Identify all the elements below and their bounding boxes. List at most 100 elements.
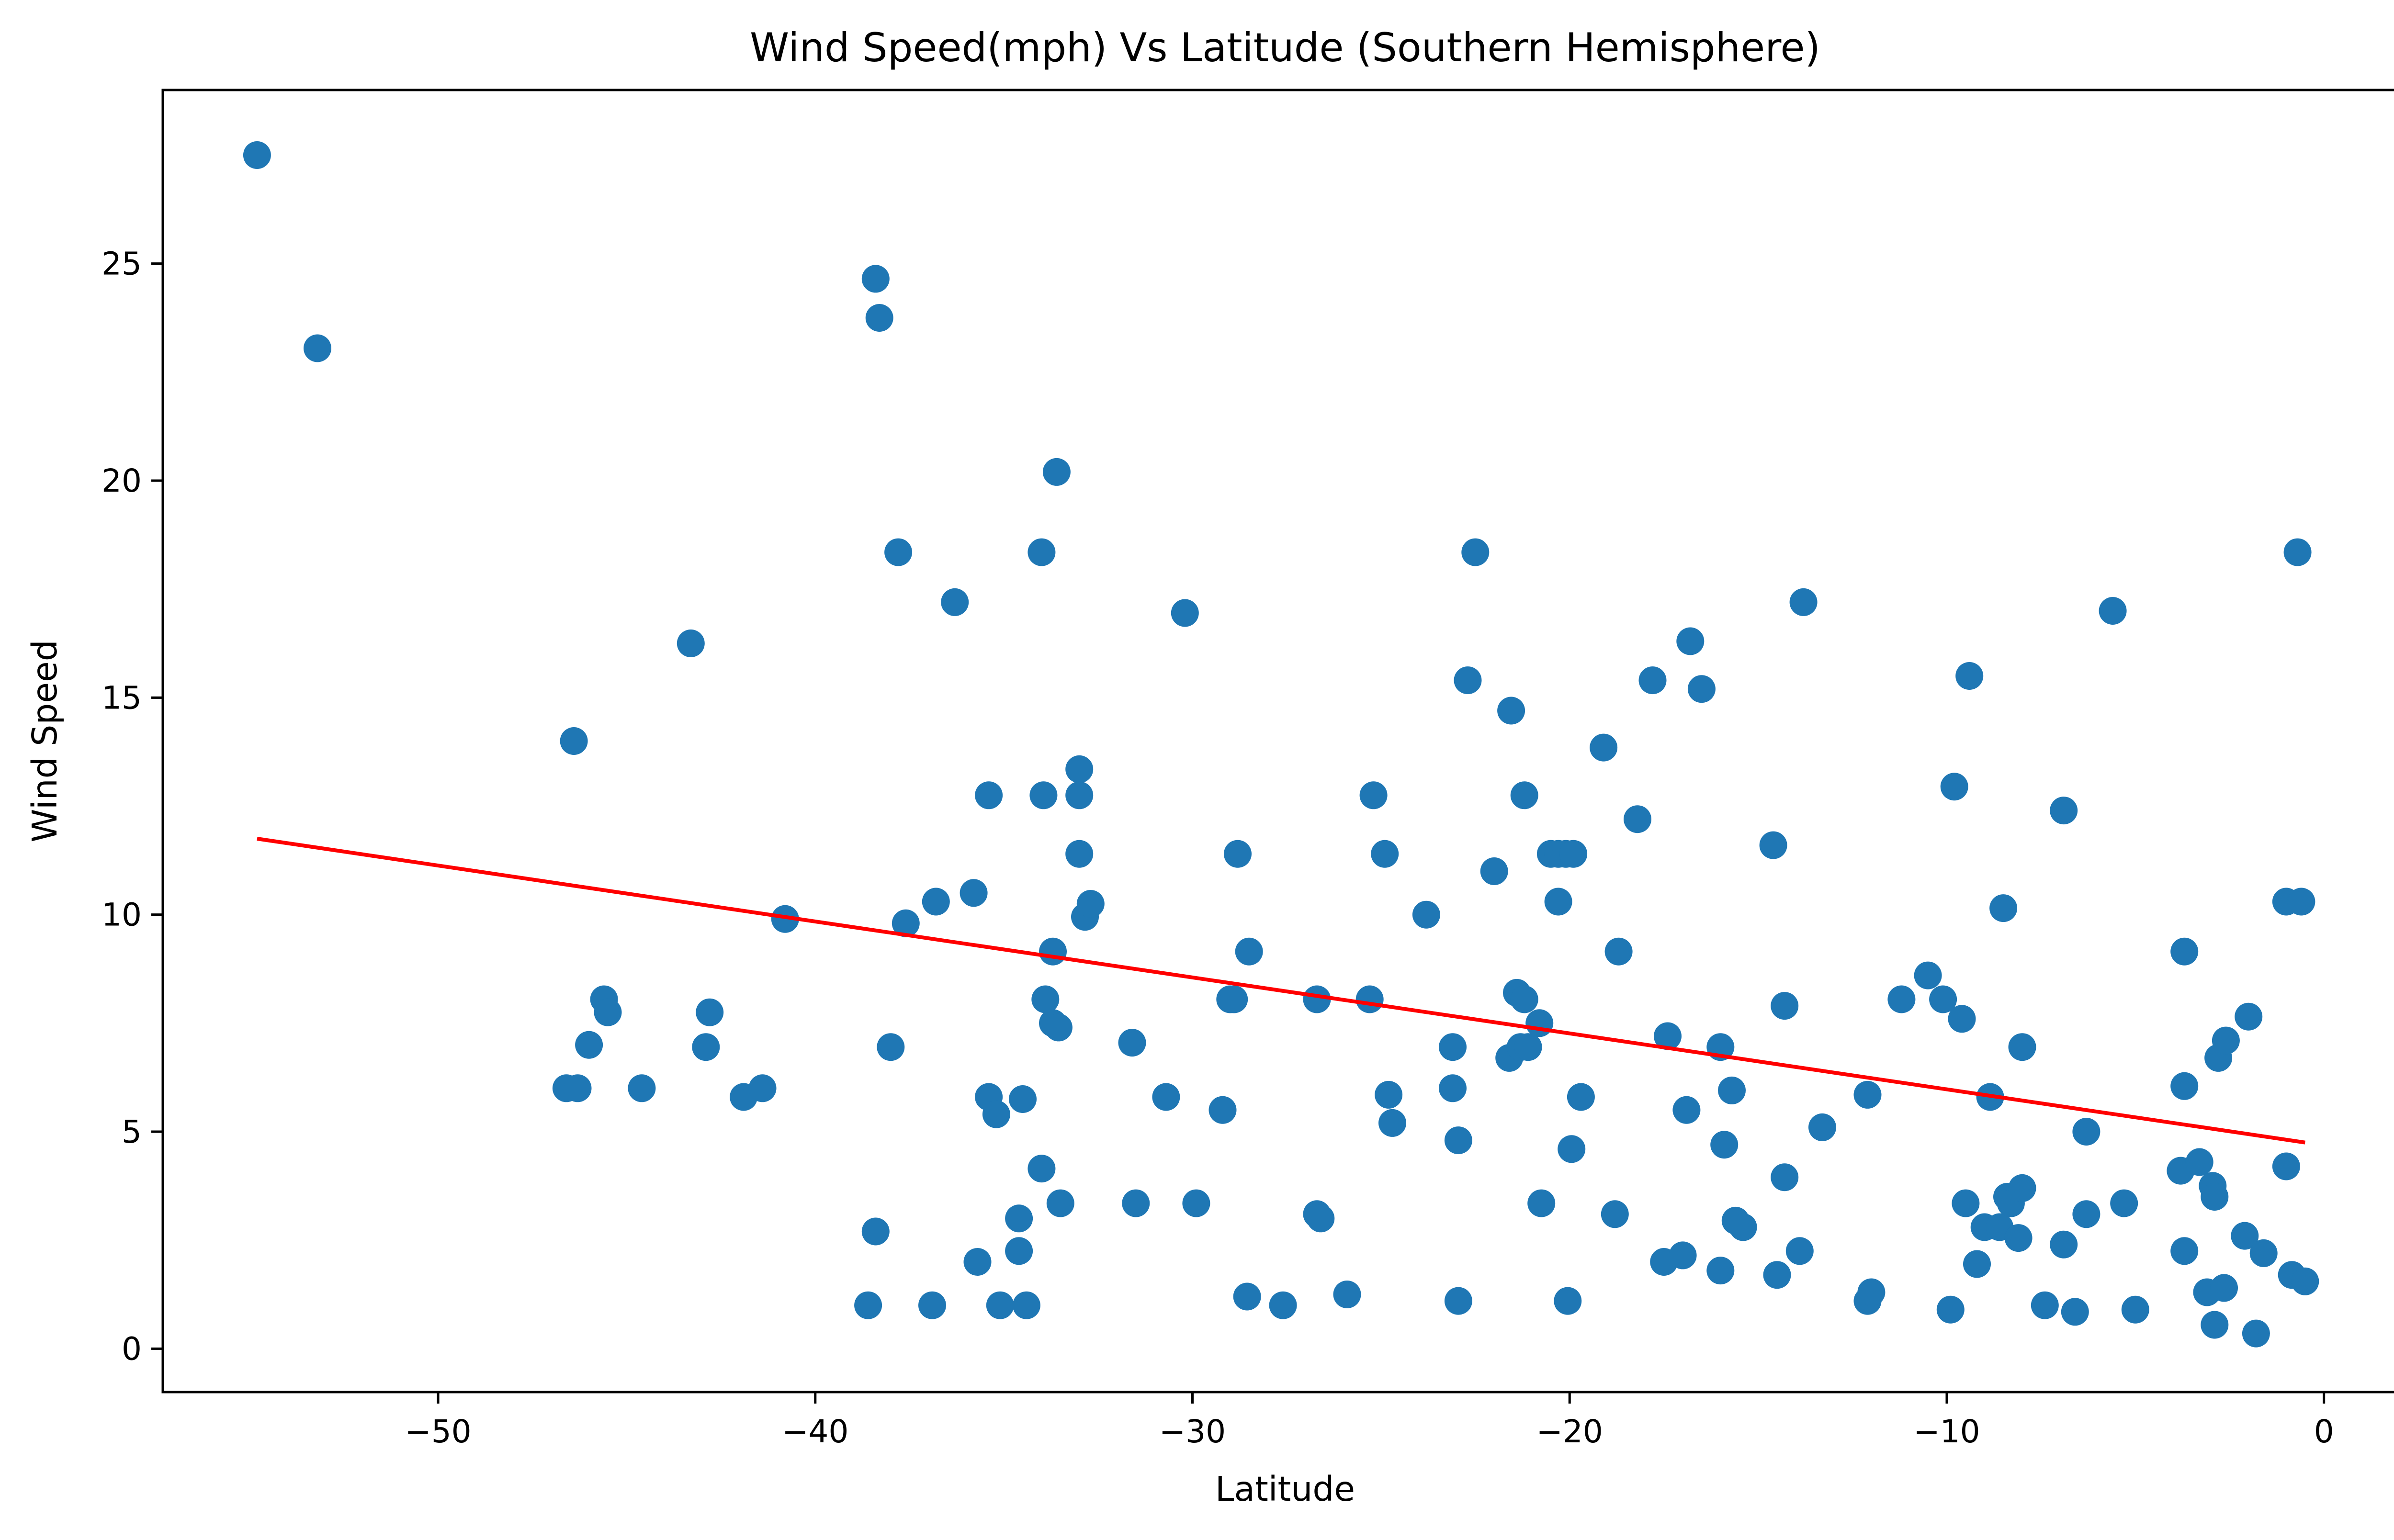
plot-marks: [243, 141, 2319, 1348]
data-point: [1554, 1287, 1582, 1315]
data-point: [1122, 1189, 1150, 1217]
data-point: [1480, 857, 1508, 885]
data-point: [564, 1074, 592, 1102]
data-point: [2249, 1239, 2278, 1267]
data-point: [1039, 937, 1067, 966]
data-point: [861, 1217, 890, 1246]
data-point: [1307, 1204, 1335, 1233]
data-point: [2170, 1237, 2199, 1265]
data-point: [748, 1074, 777, 1102]
data-point: [1235, 937, 1263, 966]
data-point: [1948, 1005, 1976, 1033]
data-point: [1963, 1250, 1991, 1278]
data-point: [1005, 1204, 1033, 1233]
data-point: [1929, 985, 1957, 1013]
data-point: [2031, 1291, 2059, 1319]
data-point: [771, 905, 799, 933]
data-point: [1005, 1237, 1033, 1265]
data-point: [2008, 1033, 2036, 1061]
data-point: [1759, 831, 1787, 859]
data-point: [2272, 1152, 2300, 1180]
data-point: [2287, 888, 2315, 916]
x-axis: −50 −40 −30 −20 −10 0: [405, 1392, 2334, 1450]
data-point: [1525, 1009, 1554, 1037]
data-point: [1808, 1113, 1836, 1141]
data-point: [975, 781, 1003, 809]
data-point: [2185, 1148, 2213, 1176]
data-point: [1220, 985, 1248, 1013]
x-tick-label: −30: [1159, 1413, 1226, 1450]
data-point: [1171, 599, 1199, 627]
x-tick-label: −50: [405, 1413, 471, 1450]
data-point: [1439, 1074, 1467, 1102]
data-point: [1152, 1083, 1180, 1111]
data-point: [1028, 538, 1056, 566]
data-point: [677, 629, 705, 657]
data-point: [2008, 1174, 2036, 1202]
data-point: [1510, 781, 1538, 809]
data-point: [2212, 1026, 2240, 1055]
data-point: [1375, 1080, 1403, 1109]
data-point: [960, 879, 988, 907]
data-point: [1601, 1200, 1629, 1228]
data-point: [2210, 1274, 2238, 1302]
data-point: [2291, 1267, 2319, 1295]
data-point: [304, 334, 331, 362]
data-point: [1853, 1080, 1882, 1109]
data-point: [1065, 755, 1094, 783]
data-point: [1914, 961, 1942, 989]
data-point: [986, 1291, 1014, 1319]
data-point: [1303, 985, 1331, 1013]
data-point: [1952, 1189, 1980, 1217]
data-point: [1729, 1213, 1757, 1241]
y-tick-label: 20: [102, 462, 142, 499]
data-point: [1224, 840, 1252, 868]
data-point: [2231, 1222, 2259, 1250]
data-point: [1028, 1155, 1056, 1183]
data-point: [560, 727, 588, 755]
data-point: [1076, 890, 1105, 918]
data-point: [575, 1031, 603, 1059]
data-point: [2072, 1118, 2100, 1146]
data-point: [2170, 1072, 2199, 1100]
data-point: [1590, 733, 1618, 762]
data-point: [1624, 805, 1651, 833]
x-tick-label: −20: [1536, 1413, 1603, 1450]
regression-line: [257, 837, 2305, 1145]
data-point: [1706, 1257, 1735, 1285]
data-point: [1771, 992, 1799, 1020]
data-point: [2061, 1298, 2089, 1326]
data-point: [1558, 1135, 1586, 1163]
data-point: [1771, 1163, 1799, 1192]
data-point: [1412, 900, 1440, 929]
data-point: [884, 538, 913, 566]
y-axis-label: Wind Speed: [25, 640, 65, 843]
y-tick-label: 25: [102, 246, 142, 282]
data-point: [1009, 1085, 1037, 1113]
y-axis: 0 5 10 15 20 25: [102, 246, 163, 1367]
data-point: [1378, 1109, 1406, 1137]
data-point: [1710, 1131, 1739, 1159]
data-point: [2121, 1295, 2149, 1324]
data-point: [922, 888, 950, 916]
data-point: [1857, 1278, 1886, 1306]
data-point: [1687, 675, 1716, 703]
data-point: [1514, 1033, 1542, 1061]
data-point: [243, 141, 271, 169]
data-point: [1936, 1295, 1965, 1324]
data-point: [1510, 985, 1538, 1013]
data-point: [2283, 538, 2312, 566]
data-point: [892, 909, 920, 937]
data-point: [2242, 1319, 2270, 1348]
data-point: [2235, 1002, 2263, 1031]
data-point: [1182, 1189, 1210, 1217]
y-tick-label: 15: [102, 679, 142, 716]
data-point: [963, 1248, 992, 1276]
data-point: [1333, 1281, 1361, 1308]
data-point: [1031, 985, 1060, 1013]
data-point: [1789, 588, 1818, 616]
data-point: [1604, 937, 1633, 966]
data-point: [1461, 538, 1490, 566]
